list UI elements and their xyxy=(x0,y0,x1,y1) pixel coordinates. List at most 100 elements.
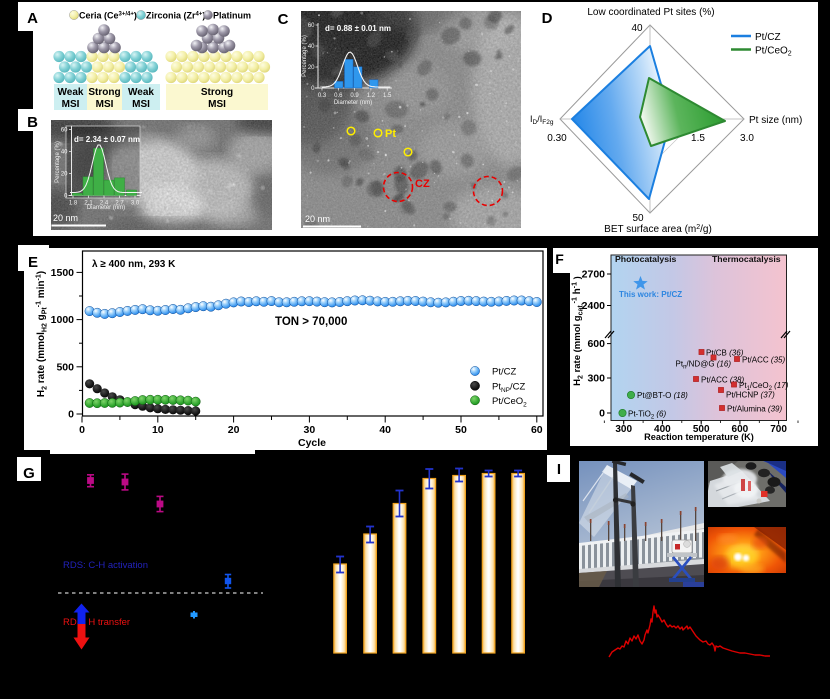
svg-text:Diameter (nm): Diameter (nm) xyxy=(87,205,125,211)
svg-text:0.30: 0.30 xyxy=(547,133,567,144)
svg-text:Thermocatalysis: Thermocatalysis xyxy=(712,254,781,264)
svg-text:500: 500 xyxy=(693,424,710,435)
svg-text:600: 600 xyxy=(587,338,605,350)
svg-text:Ptn/ND@G (16): Ptn/ND@G (16) xyxy=(676,360,732,371)
svg-text:300: 300 xyxy=(587,373,605,385)
svg-text:MSI: MSI xyxy=(62,99,80,110)
svg-text:1.2: 1.2 xyxy=(367,93,376,99)
svg-text:G: G xyxy=(23,465,35,482)
svg-text:Pt@BT-O (18): Pt@BT-O (18) xyxy=(637,391,688,400)
svg-text:0: 0 xyxy=(68,409,74,421)
svg-text:1000: 1000 xyxy=(51,314,75,326)
svg-text:0.3: 0.3 xyxy=(318,93,327,99)
svg-text:0: 0 xyxy=(311,86,315,92)
svg-text:1.5: 1.5 xyxy=(383,93,392,99)
svg-text:Pt/CeO2: Pt/CeO2 xyxy=(755,46,792,58)
svg-text:Pt/CZ: Pt/CZ xyxy=(755,32,781,43)
svg-text:E: E xyxy=(28,254,38,271)
svg-text:40: 40 xyxy=(308,44,315,50)
svg-text:Pt/ACC (35): Pt/ACC (35) xyxy=(742,356,785,365)
svg-text:2.7: 2.7 xyxy=(115,201,124,207)
svg-text:Percentage (%): Percentage (%) xyxy=(302,35,308,77)
svg-text:20 nm: 20 nm xyxy=(53,213,78,223)
svg-text:60: 60 xyxy=(308,23,315,29)
svg-text:Percentage (%): Percentage (%) xyxy=(55,141,61,183)
svg-text:40: 40 xyxy=(61,150,68,156)
svg-text:Diameter (nm): Diameter (nm) xyxy=(334,100,372,106)
svg-text:Low coordinated Pt sites (%): Low coordinated Pt sites (%) xyxy=(587,7,714,18)
svg-text:B: B xyxy=(27,114,38,131)
svg-text:40: 40 xyxy=(631,23,643,34)
svg-text:C: C xyxy=(278,11,289,28)
svg-text:Pt1/CeO2 (17): Pt1/CeO2 (17) xyxy=(739,381,789,392)
svg-text:I: I xyxy=(557,461,561,478)
svg-text:20: 20 xyxy=(228,424,240,436)
svg-text:Strong: Strong xyxy=(201,87,233,98)
svg-text:50: 50 xyxy=(632,213,644,224)
svg-text:TON > 70,000: TON > 70,000 xyxy=(275,316,347,328)
svg-text:Cycle: Cycle xyxy=(298,437,326,449)
svg-text:Photocatalysis: Photocatalysis xyxy=(615,254,676,264)
svg-text:Pt: Pt xyxy=(385,128,396,140)
svg-text:2400: 2400 xyxy=(582,300,606,312)
svg-text:300: 300 xyxy=(615,424,632,435)
svg-text:Pt/CZ: Pt/CZ xyxy=(492,367,516,378)
svg-text:Weak: Weak xyxy=(128,87,154,98)
svg-text:10: 10 xyxy=(152,424,164,436)
svg-text:MSI: MSI xyxy=(132,99,150,110)
svg-text:0: 0 xyxy=(64,194,68,200)
svg-text:2.4: 2.4 xyxy=(100,201,109,207)
svg-text:Weak: Weak xyxy=(58,87,84,98)
svg-text:30: 30 xyxy=(304,424,316,436)
svg-text:Pt/ACC (38): Pt/ACC (38) xyxy=(701,376,744,385)
svg-text:600: 600 xyxy=(732,424,749,435)
svg-text:Pt/CB (36): Pt/CB (36) xyxy=(706,349,744,358)
svg-text:20: 20 xyxy=(308,65,315,71)
svg-text:700: 700 xyxy=(770,424,787,435)
svg-text:λ ≥ 400 nm, 293 K: λ ≥ 400 nm, 293 K xyxy=(92,259,176,270)
svg-text:CZ: CZ xyxy=(415,178,430,190)
svg-text:A: A xyxy=(27,10,38,27)
svg-text:500: 500 xyxy=(56,361,74,373)
svg-text:1.5: 1.5 xyxy=(691,133,705,144)
svg-text:60: 60 xyxy=(61,128,68,134)
svg-text:d= 0.88 ± 0.01 nm: d= 0.88 ± 0.01 nm xyxy=(325,24,391,33)
svg-text:0.6: 0.6 xyxy=(334,93,343,99)
svg-text:F: F xyxy=(555,251,564,267)
svg-text:H2 rate (mmol gcat.-1 h-1 ): H2 rate (mmol gcat.-1 h-1 ) xyxy=(572,276,585,386)
svg-text:RDS: H transfer: RDS: H transfer xyxy=(63,617,130,628)
svg-text:BET surface area (m2/g): BET surface area (m2/g) xyxy=(604,224,712,235)
svg-text:40: 40 xyxy=(379,424,391,436)
svg-text:20 nm: 20 nm xyxy=(305,214,330,224)
svg-text:RDS: C-H activation: RDS: C-H activation xyxy=(63,560,148,571)
svg-text:3.0: 3.0 xyxy=(131,201,140,207)
svg-text:0: 0 xyxy=(79,424,85,436)
svg-text:1500: 1500 xyxy=(51,267,75,279)
svg-text:0: 0 xyxy=(599,408,605,420)
svg-text:D: D xyxy=(542,10,553,27)
svg-text:50: 50 xyxy=(455,424,467,436)
svg-text:Pt/CeO2: Pt/CeO2 xyxy=(492,396,527,409)
svg-text:0.9: 0.9 xyxy=(350,93,359,99)
svg-text:2700: 2700 xyxy=(582,269,606,281)
svg-text:20: 20 xyxy=(61,172,68,178)
svg-text:60: 60 xyxy=(531,424,543,436)
svg-text:MSI: MSI xyxy=(96,99,114,110)
svg-text:Platinum: Platinum xyxy=(213,11,251,21)
svg-text:Ceria (Ce3+/4+): Ceria (Ce3+/4+) xyxy=(79,11,137,21)
svg-text:1.8: 1.8 xyxy=(69,201,78,207)
svg-text:This work: Pt/CZ: This work: Pt/CZ xyxy=(619,290,682,299)
svg-text:400: 400 xyxy=(654,424,671,435)
svg-text:Pt size (nm): Pt size (nm) xyxy=(749,115,802,126)
svg-text:3.0: 3.0 xyxy=(740,133,754,144)
svg-text:Reaction temperature (K): Reaction temperature (K) xyxy=(644,432,754,442)
svg-text:Pt/Alumina (39): Pt/Alumina (39) xyxy=(727,405,782,414)
svg-text:Strong: Strong xyxy=(88,87,120,98)
svg-text:2.1: 2.1 xyxy=(84,201,93,207)
svg-text:Pt/HCNP (37): Pt/HCNP (37) xyxy=(726,391,775,400)
svg-text:PtNP/CZ: PtNP/CZ xyxy=(492,381,526,394)
svg-text:d= 2.34 ± 0.07 nm: d= 2.34 ± 0.07 nm xyxy=(74,135,140,144)
svg-text:H2 rate (mmolH2 gPt-1 min-1): H2 rate (mmolH2 gPt-1 min-1) xyxy=(36,271,49,397)
svg-text:Pt-TiO2 (6): Pt-TiO2 (6) xyxy=(628,410,666,421)
svg-text:MSI: MSI xyxy=(208,99,226,110)
